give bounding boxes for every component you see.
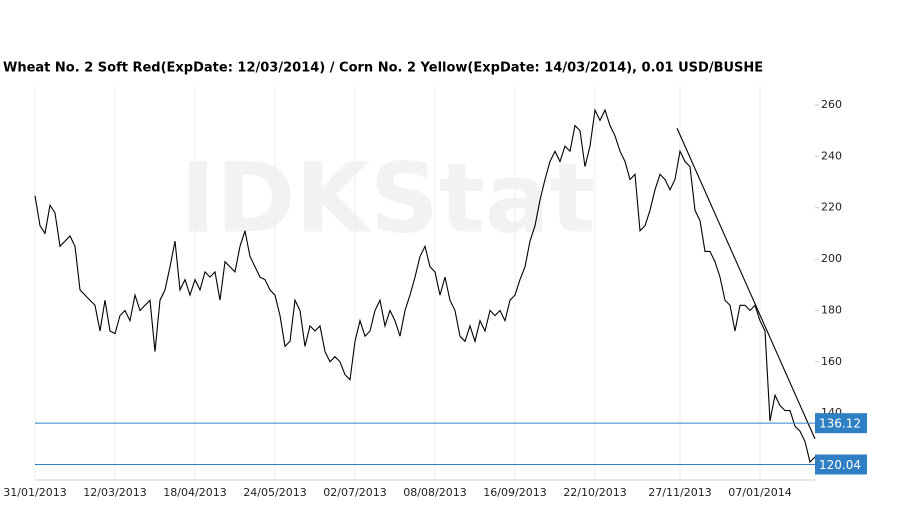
y-tick-label: 260 <box>821 98 842 111</box>
y-tick-label: 220 <box>821 201 842 214</box>
x-tick-label: 12/03/2013 <box>83 486 146 499</box>
level-box <box>815 413 867 434</box>
level-label: 120.04 <box>819 458 861 472</box>
watermark: IDKStat <box>180 142 596 254</box>
series-line <box>34 108 816 464</box>
y-tick-label: 200 <box>821 252 842 265</box>
x-tick-label: 02/07/2013 <box>323 486 386 499</box>
chart-title: Wheat No. 2 Soft Red(ExpDate: 12/03/2014… <box>3 61 763 76</box>
x-tick-label: 27/11/2013 <box>648 486 711 499</box>
x-tick-label: 22/10/2013 <box>563 486 626 499</box>
series-line <box>676 127 816 440</box>
x-tick-label: 07/01/2014 <box>728 486 791 499</box>
x-tick-label: 18/04/2013 <box>163 486 226 499</box>
x-tick-label: 08/08/2013 <box>403 486 466 499</box>
y-tick-label: 180 <box>821 303 842 316</box>
y-tick-label: 160 <box>821 355 842 368</box>
x-tick-label: 24/05/2013 <box>243 486 306 499</box>
x-tick-label: 31/01/2013 <box>3 486 66 499</box>
x-tick-label: 16/09/2013 <box>483 486 546 499</box>
y-tick-label: 240 <box>821 149 842 162</box>
level-label: 136.12 <box>819 417 861 431</box>
level-box <box>815 454 867 475</box>
watermark-text: IDKStat <box>180 142 596 254</box>
